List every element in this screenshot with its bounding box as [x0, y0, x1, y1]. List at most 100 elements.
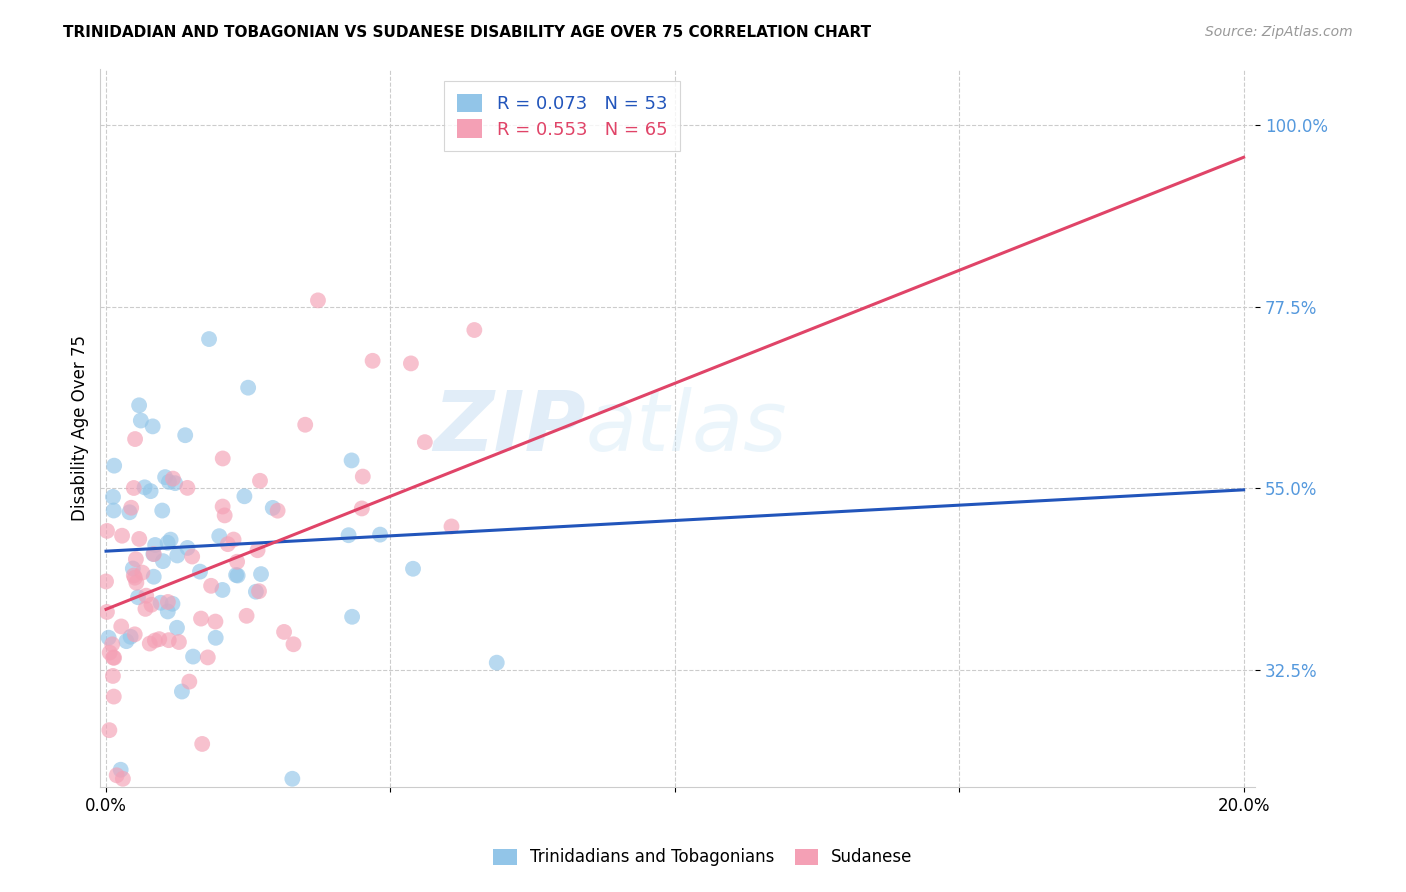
Point: [128, 532, 150, 546]
Text: TRINIDADIAN AND TOBAGONIAN VS SUDANESE DISABILITY AGE OVER 75 CORRELATION CHART: TRINIDADIAN AND TOBAGONIAN VS SUDANESE D…: [63, 25, 872, 40]
Point: [143, 633, 166, 648]
Point: [94, 574, 117, 589]
Point: [124, 627, 146, 641]
Point: [246, 543, 269, 558]
Point: [101, 669, 124, 683]
Point: [122, 568, 145, 582]
Point: [463, 323, 485, 337]
Point: [98, 646, 121, 660]
Point: [307, 293, 329, 308]
Point: [103, 650, 125, 665]
Point: [134, 480, 156, 494]
Point: [101, 490, 124, 504]
Point: [115, 634, 138, 648]
Point: [142, 419, 165, 434]
Point: [176, 481, 198, 495]
Point: [236, 381, 259, 395]
Point: [162, 597, 184, 611]
Point: [337, 528, 360, 542]
Point: [340, 453, 363, 467]
Point: [167, 635, 190, 649]
Point: [226, 568, 249, 582]
Point: [247, 584, 270, 599]
Point: [165, 476, 187, 491]
Text: ZIP: ZIP: [433, 387, 585, 468]
Text: atlas: atlas: [585, 387, 787, 468]
Point: [249, 474, 271, 488]
Point: [176, 541, 198, 555]
Point: [134, 602, 156, 616]
Point: [245, 584, 267, 599]
Point: [152, 554, 174, 568]
Point: [156, 595, 179, 609]
Point: [131, 566, 153, 580]
Point: [153, 470, 176, 484]
Point: [120, 630, 142, 644]
Point: [222, 533, 245, 547]
Point: [135, 589, 157, 603]
Point: [103, 650, 125, 665]
Point: [235, 608, 257, 623]
Point: [166, 621, 188, 635]
Point: [105, 768, 128, 782]
Point: [142, 547, 165, 561]
Point: [139, 636, 162, 650]
Point: [118, 505, 141, 519]
Point: [143, 538, 166, 552]
Point: [350, 501, 373, 516]
Point: [101, 637, 124, 651]
Point: [217, 537, 239, 551]
Point: [97, 631, 120, 645]
Point: [162, 472, 184, 486]
Point: [157, 633, 180, 648]
Point: [197, 650, 219, 665]
Point: [139, 484, 162, 499]
Point: [170, 684, 193, 698]
Point: [485, 656, 508, 670]
Point: [103, 690, 125, 704]
Point: [361, 353, 384, 368]
Point: [413, 435, 436, 450]
Point: [96, 605, 118, 619]
Point: [159, 533, 181, 547]
Point: [103, 458, 125, 473]
Point: [402, 562, 425, 576]
Point: [142, 547, 165, 561]
Point: [188, 565, 211, 579]
Point: [128, 398, 150, 412]
Point: [191, 737, 214, 751]
Point: [399, 356, 422, 370]
Legend: Trinidadians and Tobagonians, Sudanese: Trinidadians and Tobagonians, Sudanese: [486, 842, 920, 873]
Point: [124, 432, 146, 446]
Point: [204, 631, 226, 645]
Point: [96, 524, 118, 538]
Point: [156, 604, 179, 618]
Point: [141, 598, 163, 612]
Point: [273, 624, 295, 639]
Y-axis label: Disability Age Over 75: Disability Age Over 75: [72, 334, 89, 521]
Point: [122, 481, 145, 495]
Point: [211, 451, 233, 466]
Point: [200, 579, 222, 593]
Point: [98, 723, 121, 738]
Point: [198, 332, 221, 346]
Point: [150, 503, 173, 517]
Point: [266, 503, 288, 517]
Point: [149, 596, 172, 610]
Point: [204, 615, 226, 629]
Point: [340, 609, 363, 624]
Point: [181, 549, 204, 564]
Point: [120, 500, 142, 515]
Point: [368, 527, 391, 541]
Point: [181, 649, 204, 664]
Point: [179, 674, 201, 689]
Point: [281, 772, 304, 786]
Point: [103, 503, 125, 517]
Point: [250, 567, 273, 582]
Point: [148, 632, 170, 647]
Point: [166, 549, 188, 563]
Text: Source: ZipAtlas.com: Source: ZipAtlas.com: [1205, 25, 1353, 39]
Point: [190, 611, 212, 625]
Point: [294, 417, 316, 432]
Point: [111, 772, 134, 786]
